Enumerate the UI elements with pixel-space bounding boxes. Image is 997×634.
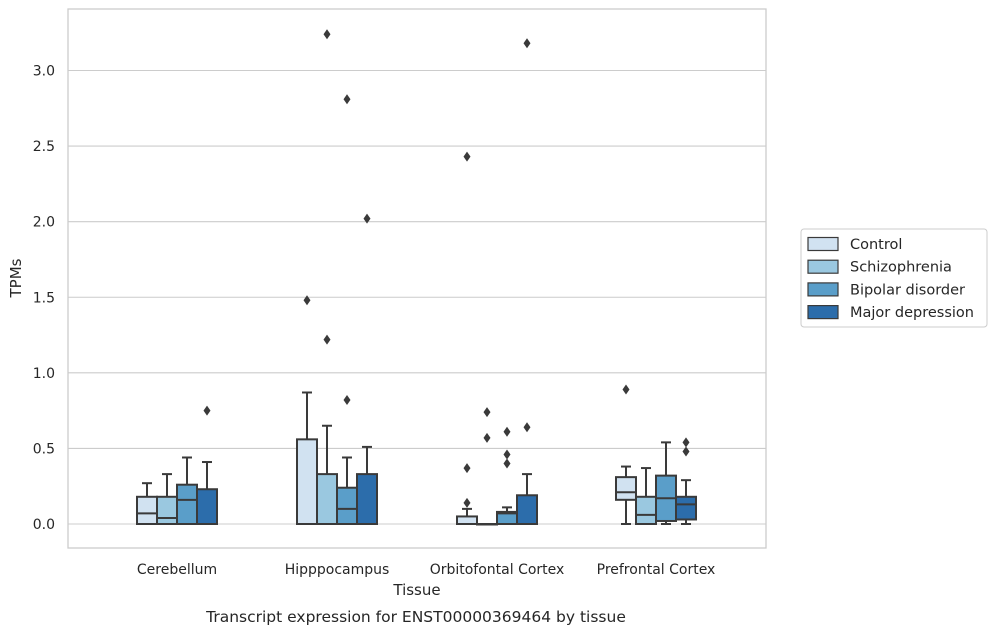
y-tick-label: 2.0 bbox=[33, 215, 55, 231]
legend-swatch bbox=[807, 259, 839, 274]
outlier-point bbox=[463, 497, 471, 508]
x-tick-label: Prefrontal Cortex bbox=[597, 562, 716, 578]
x-axis-ticks: Cerebellum Hipppocampus Orbitofontal Corte… bbox=[137, 562, 715, 578]
outlier-point bbox=[343, 94, 351, 105]
outlier-point bbox=[682, 446, 690, 457]
legend-swatch bbox=[807, 236, 839, 252]
box-group bbox=[476, 407, 498, 526]
legend-swatch bbox=[807, 305, 839, 320]
gridlines bbox=[68, 69, 766, 525]
outlier-point bbox=[523, 422, 531, 433]
outlier-point bbox=[323, 334, 331, 345]
plot-area-frame bbox=[67, 8, 767, 549]
legend-label: Major depression bbox=[850, 305, 974, 321]
box-group bbox=[655, 441, 677, 525]
outlier-point bbox=[203, 405, 211, 416]
outlier-point bbox=[303, 295, 311, 306]
box-group bbox=[136, 482, 158, 526]
figure-caption: Transcript expression for ENST0000036946… bbox=[205, 608, 626, 626]
outlier-point bbox=[503, 449, 511, 460]
box-group bbox=[456, 151, 478, 525]
legend-label: Bipolar disorder bbox=[850, 282, 965, 298]
x-tick-label: Hipppocampus bbox=[285, 562, 390, 578]
box-group bbox=[196, 405, 218, 525]
box bbox=[456, 515, 478, 525]
outlier-point bbox=[503, 426, 511, 437]
box-group bbox=[356, 213, 378, 525]
box bbox=[615, 476, 637, 501]
legend-swatch bbox=[807, 282, 839, 297]
box bbox=[296, 438, 318, 526]
y-tick-label: 1.0 bbox=[33, 366, 55, 382]
box bbox=[675, 495, 697, 521]
y-tick-label: 0.5 bbox=[33, 441, 55, 457]
outlier-point bbox=[363, 213, 371, 224]
box-group bbox=[316, 29, 338, 525]
y-axis-title: TPMs bbox=[7, 258, 25, 298]
legend-label: Schizophrenia bbox=[850, 260, 952, 276]
legend-label: Control bbox=[850, 237, 902, 253]
box-group bbox=[516, 38, 538, 525]
y-tick-label: 0.0 bbox=[33, 517, 55, 533]
box bbox=[196, 488, 218, 525]
outlier-point bbox=[483, 432, 491, 443]
x-axis-title: Tissue bbox=[392, 581, 440, 599]
box-group bbox=[156, 473, 178, 526]
outlier-point bbox=[503, 458, 511, 469]
boxes bbox=[136, 29, 697, 526]
y-axis-ticks: 0.0 0.5 1.0 1.5 2.0 2.5 3.0 bbox=[33, 64, 55, 534]
outlier-point bbox=[682, 437, 690, 448]
box bbox=[356, 473, 378, 525]
box bbox=[516, 494, 538, 525]
box bbox=[156, 495, 178, 526]
box bbox=[316, 473, 338, 525]
y-tick-label: 2.5 bbox=[33, 139, 55, 155]
legend: Control Schizophrenia Bipolar disorder Majo… bbox=[800, 228, 988, 328]
box bbox=[176, 483, 198, 525]
box bbox=[635, 495, 657, 526]
box-group bbox=[176, 456, 198, 525]
outlier-point bbox=[463, 463, 471, 474]
box-group bbox=[496, 426, 518, 526]
legend-frame bbox=[800, 228, 988, 328]
outlier-point bbox=[343, 395, 351, 406]
x-tick-label: Orbitofontal Cortex bbox=[430, 562, 565, 578]
box-group bbox=[296, 295, 318, 526]
box-group bbox=[675, 437, 697, 525]
outlier-point bbox=[523, 38, 531, 49]
outlier-point bbox=[483, 407, 491, 418]
box-group bbox=[635, 467, 657, 526]
outlier-point bbox=[622, 384, 630, 395]
y-tick-label: 1.5 bbox=[33, 290, 55, 306]
outlier-point bbox=[323, 29, 331, 40]
x-tick-label: Cerebellum bbox=[137, 562, 217, 578]
box-group bbox=[615, 384, 637, 525]
box-group bbox=[336, 94, 358, 525]
y-tick-label: 3.0 bbox=[33, 64, 55, 80]
outlier-point bbox=[463, 151, 471, 162]
box bbox=[136, 495, 158, 526]
box bbox=[336, 486, 358, 525]
